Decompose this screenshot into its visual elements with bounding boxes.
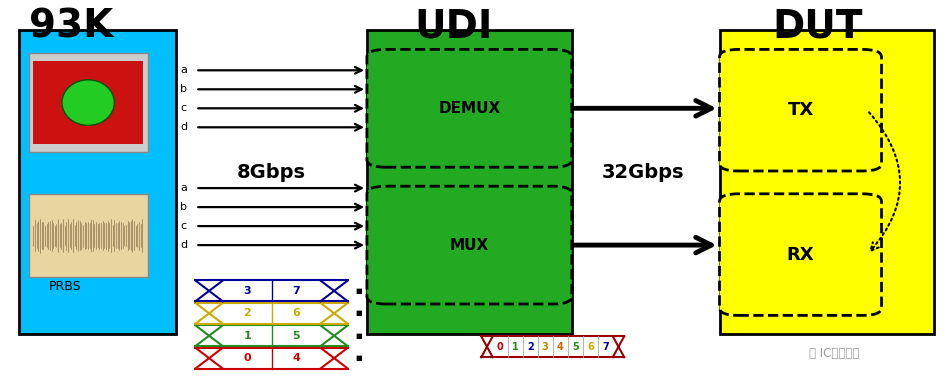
- Text: PRBS: PRBS: [49, 280, 81, 293]
- FancyBboxPatch shape: [367, 30, 571, 334]
- Text: 3: 3: [243, 286, 250, 296]
- Text: RX: RX: [786, 245, 813, 264]
- Text: a: a: [180, 65, 188, 75]
- FancyArrowPatch shape: [868, 112, 899, 251]
- Text: DEMUX: DEMUX: [438, 101, 500, 116]
- FancyBboxPatch shape: [719, 194, 881, 315]
- Text: 2: 2: [243, 308, 250, 318]
- Text: c: c: [181, 103, 187, 113]
- Ellipse shape: [62, 80, 114, 125]
- FancyBboxPatch shape: [29, 53, 148, 152]
- Text: TX: TX: [786, 101, 813, 119]
- Text: ■: ■: [355, 310, 362, 316]
- FancyBboxPatch shape: [367, 49, 571, 167]
- Text: ⛵ IC封装设计: ⛵ IC封装设计: [808, 347, 858, 360]
- Text: UDI: UDI: [414, 8, 492, 46]
- Text: 1: 1: [511, 342, 518, 352]
- Text: 8Gbps: 8Gbps: [237, 163, 306, 182]
- Text: b: b: [180, 84, 188, 94]
- Text: d: d: [180, 240, 188, 250]
- FancyBboxPatch shape: [33, 61, 143, 144]
- FancyBboxPatch shape: [719, 30, 933, 334]
- Text: 2: 2: [526, 342, 533, 352]
- Text: 5: 5: [571, 342, 578, 352]
- Text: ■: ■: [355, 355, 362, 361]
- Text: 4: 4: [556, 342, 563, 352]
- Text: 7: 7: [292, 286, 300, 296]
- Text: 4: 4: [291, 353, 300, 363]
- Text: 0: 0: [243, 353, 250, 363]
- FancyBboxPatch shape: [719, 49, 881, 171]
- Text: c: c: [181, 221, 187, 231]
- Text: 3: 3: [542, 342, 548, 352]
- Text: ■: ■: [355, 333, 362, 339]
- Text: 93K: 93K: [29, 8, 112, 46]
- Text: 32Gbps: 32Gbps: [602, 163, 684, 182]
- Text: 7: 7: [602, 342, 608, 352]
- Text: d: d: [180, 122, 188, 132]
- Text: 1: 1: [243, 331, 250, 341]
- Text: 6: 6: [586, 342, 593, 352]
- Text: a: a: [180, 183, 188, 193]
- Text: 0: 0: [496, 342, 503, 352]
- Text: DUT: DUT: [771, 8, 862, 46]
- Text: 6: 6: [291, 308, 300, 318]
- FancyBboxPatch shape: [29, 194, 148, 277]
- Text: ■: ■: [355, 288, 362, 294]
- Text: 5: 5: [292, 331, 300, 341]
- Text: b: b: [180, 202, 188, 212]
- FancyBboxPatch shape: [367, 186, 571, 304]
- Text: MUX: MUX: [449, 238, 488, 253]
- FancyBboxPatch shape: [19, 30, 176, 334]
